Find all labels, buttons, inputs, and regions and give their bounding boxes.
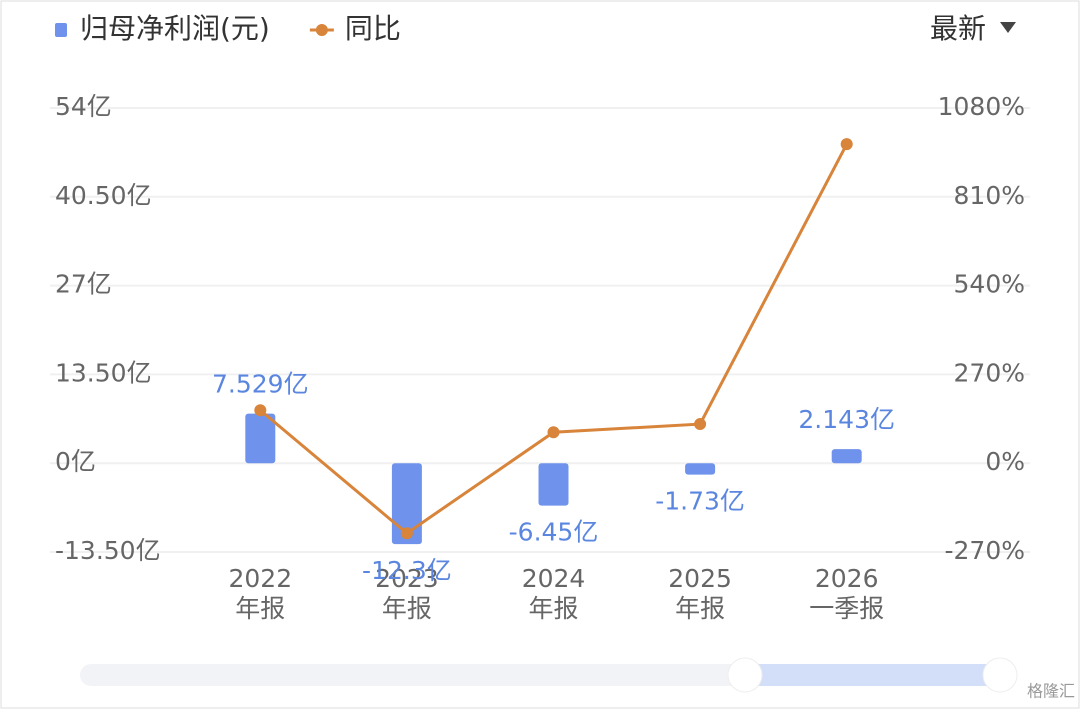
x-tick-label: 2024 年报 xyxy=(522,564,586,623)
line-point xyxy=(694,418,707,431)
y-tick-label: 0亿 xyxy=(55,447,96,476)
value-label: -1.73亿 xyxy=(655,487,745,516)
y2-tick-label: 540% xyxy=(954,270,1025,299)
y-tick-label: 27亿 xyxy=(55,270,112,299)
scroll-handle[interactable] xyxy=(982,657,1018,693)
bar xyxy=(685,463,716,475)
watermark: 格隆汇 xyxy=(1027,682,1075,701)
scroll-handle[interactable] xyxy=(727,657,763,693)
y2-tick-label: 0% xyxy=(985,447,1025,476)
bar xyxy=(538,463,569,506)
scrollbar-thumb[interactable] xyxy=(745,664,1000,686)
legend-label: 同比 xyxy=(345,12,401,45)
bar xyxy=(831,449,862,464)
value-label: -12.3亿 xyxy=(362,556,452,585)
value-label: -6.45亿 xyxy=(509,518,599,547)
y-tick-label: -13.50亿 xyxy=(55,536,161,565)
x-tick-label: 2022 年报 xyxy=(228,564,292,623)
legend-label: 归母净利润(元) xyxy=(80,12,270,45)
y-tick-label: 13.50亿 xyxy=(55,358,152,387)
line-point xyxy=(840,138,853,151)
x-tick-label: 2026 一季报 xyxy=(809,564,884,623)
x-tick-label: 2025 年报 xyxy=(668,564,732,623)
y2-tick-label: 1080% xyxy=(938,92,1025,121)
line-point xyxy=(254,404,267,417)
period-selector[interactable]: 最新 xyxy=(930,12,986,45)
y2-tick-label: -270% xyxy=(945,536,1026,565)
bar xyxy=(245,413,276,464)
selector-arrow[interactable] xyxy=(1000,22,1016,33)
y-tick-label: 40.50亿 xyxy=(55,181,152,210)
legend-dot xyxy=(315,24,328,36)
y2-tick-label: 270% xyxy=(954,358,1025,387)
line-point xyxy=(547,426,560,439)
bar xyxy=(391,463,422,545)
line-point xyxy=(400,527,413,540)
y-tick-label: 54亿 xyxy=(55,92,112,121)
value-label: 7.529亿 xyxy=(212,370,309,399)
value-label: 2.143亿 xyxy=(798,405,895,434)
x-tick-label: 2023 年报 xyxy=(375,564,439,623)
y2-tick-label: 810% xyxy=(954,181,1025,210)
legend-swatch xyxy=(55,23,67,37)
